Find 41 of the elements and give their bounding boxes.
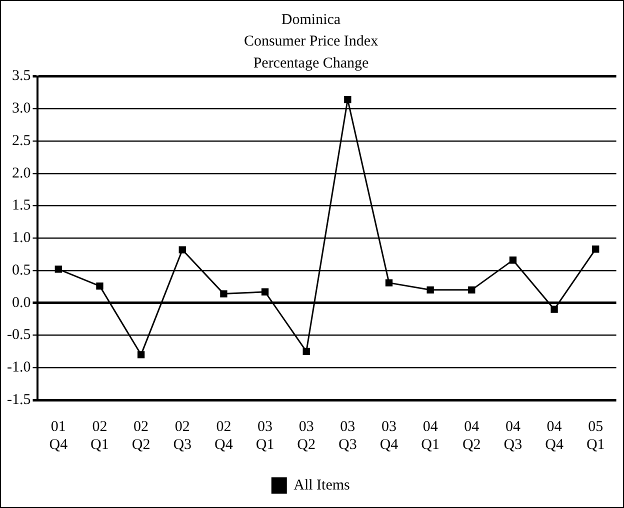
point bbox=[385, 279, 393, 286]
chart-title: Dominica Consumer Price Index Percentage Change bbox=[244, 12, 379, 72]
y-tick-label: -1.0 bbox=[6, 360, 31, 376]
y-tick-label: -1.5 bbox=[6, 392, 31, 408]
point bbox=[550, 306, 558, 313]
x-tick-label: 02 Q3 bbox=[173, 418, 192, 453]
x-tick-label: 02 Q2 bbox=[132, 418, 150, 453]
point bbox=[96, 282, 104, 290]
x-tick-label: 04 Q1 bbox=[421, 418, 440, 453]
y-tick-label: 1.0 bbox=[12, 230, 31, 246]
y-tick-label: 3.5 bbox=[12, 68, 31, 84]
x-tick-label: 02 Q1 bbox=[90, 418, 109, 453]
point bbox=[302, 348, 310, 356]
x-tick-label: 05 Q1 bbox=[586, 418, 605, 453]
point bbox=[220, 290, 228, 298]
x-tick-label: 03 Q1 bbox=[256, 418, 274, 453]
x-tick-label: 04 Q3 bbox=[504, 418, 522, 453]
y-tick-label: 0.5 bbox=[12, 262, 31, 278]
y-tick-label: 2.0 bbox=[12, 165, 31, 182]
legend-label: All Items bbox=[294, 477, 350, 494]
x-tick-label: 03 Q2 bbox=[297, 418, 316, 453]
y-tick-label: 3.0 bbox=[12, 100, 31, 117]
point bbox=[344, 96, 352, 104]
point bbox=[509, 256, 517, 264]
x-tick-label: 04 Q4 bbox=[545, 418, 564, 453]
y-tick-label: 2.5 bbox=[12, 132, 31, 149]
point bbox=[592, 246, 600, 253]
point bbox=[468, 286, 476, 294]
x-tick-label: 04 Q2 bbox=[462, 418, 481, 453]
point bbox=[261, 288, 269, 296]
x-tick-label: 01 Q4 bbox=[49, 418, 68, 453]
point bbox=[137, 351, 145, 358]
point bbox=[426, 286, 434, 294]
point bbox=[178, 246, 186, 254]
y-tick-label: 0.0 bbox=[12, 294, 31, 311]
x-tick-label: 03 Q4 bbox=[380, 418, 399, 453]
x-tick-label: 02 Q4 bbox=[214, 418, 234, 453]
x-tick-label: 03 Q3 bbox=[338, 418, 357, 453]
y-tick-label: 1.5 bbox=[12, 198, 31, 214]
point bbox=[54, 266, 62, 273]
y-tick-label: -0.5 bbox=[6, 327, 31, 344]
